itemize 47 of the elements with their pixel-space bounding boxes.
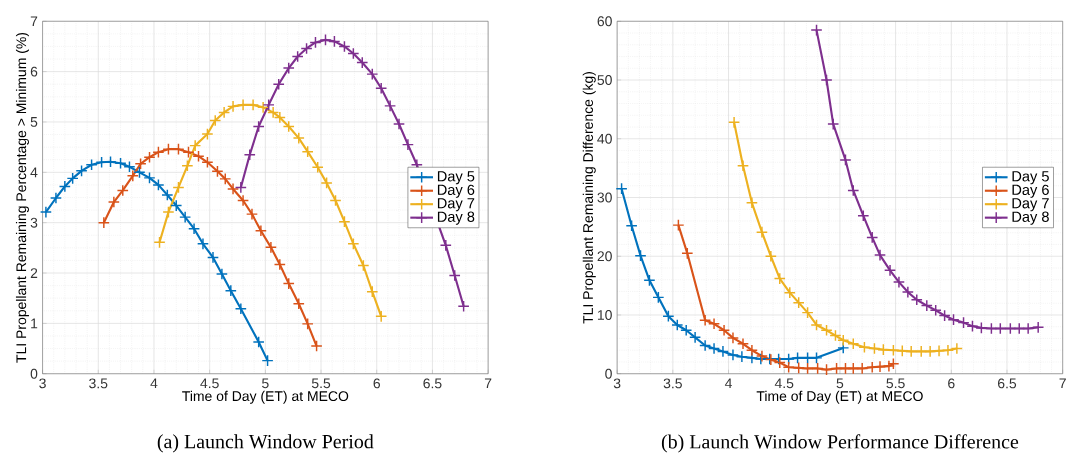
y-tick-label: 60 xyxy=(597,16,612,27)
y-tick-label: 1 xyxy=(31,318,38,329)
x-tick-label: 7 xyxy=(1059,378,1066,389)
x-axis-title: Time of Day (ET) at MECO xyxy=(182,390,349,404)
legend-label: Day 8 xyxy=(437,211,475,225)
x-tick-label: 6.5 xyxy=(423,378,442,389)
y-tick-label: 0 xyxy=(605,368,612,379)
x-tick-label: 4.5 xyxy=(774,378,794,389)
x-tick-label: 6.5 xyxy=(997,378,1017,389)
x-tick-label: 4 xyxy=(724,378,732,389)
x-axis-title: Time of Day (ET) at MECO xyxy=(756,390,923,404)
x-tick-label: 5 xyxy=(262,378,269,389)
y-tick-label: 30 xyxy=(597,192,612,203)
x-tick-label: 4.5 xyxy=(200,378,219,389)
y-tick-label: 7 xyxy=(30,16,38,27)
x-tick-label: 5 xyxy=(836,378,844,389)
y-tick-label: 10 xyxy=(597,310,612,321)
x-tick-label: 5.5 xyxy=(886,378,905,389)
legend-label: Day 6 xyxy=(1012,184,1049,198)
text: (b) Launch Window Performance Difference xyxy=(661,434,1019,453)
y-tick-label: 40 xyxy=(597,133,612,144)
y-tick-label: 3 xyxy=(30,217,38,228)
legend-label: Day 7 xyxy=(437,198,475,212)
x-tick-label: 6 xyxy=(948,378,955,389)
y-tick-label: 4 xyxy=(30,167,38,178)
y-axis-title: TLI Propellant Remaining Percentage > Minimum (%) xyxy=(15,33,29,363)
x-tick-label: 3.5 xyxy=(89,378,108,389)
legend-label: Day 7 xyxy=(1012,198,1049,212)
legend-label: Day 8 xyxy=(1012,211,1049,225)
y-tick-label: 5 xyxy=(30,117,38,127)
x-tick-label: 7 xyxy=(484,378,492,389)
x-tick-label: 3.5 xyxy=(663,378,682,389)
y-tick-label: 2 xyxy=(30,268,38,278)
x-tick-label: 5.5 xyxy=(311,378,331,389)
y-axis-title: TLI Propellant Remaining Difference (kg) xyxy=(582,72,596,324)
x-tick-label: 3 xyxy=(39,378,46,389)
y-tick-label: 20 xyxy=(597,251,612,262)
y-tick-label: 0 xyxy=(30,368,38,379)
legend-label: Day 5 xyxy=(1012,171,1049,185)
legend-label: Day 5 xyxy=(437,171,475,185)
legend-label: Day 6 xyxy=(437,184,475,198)
x-tick-label: 3 xyxy=(613,378,621,389)
x-tick-label: 4 xyxy=(150,378,158,389)
y-tick-label: 6 xyxy=(30,66,38,77)
y-tick-label: 50 xyxy=(597,75,612,86)
x-tick-label: 6 xyxy=(373,378,381,389)
text: (a) Launch Window Period xyxy=(157,434,374,453)
